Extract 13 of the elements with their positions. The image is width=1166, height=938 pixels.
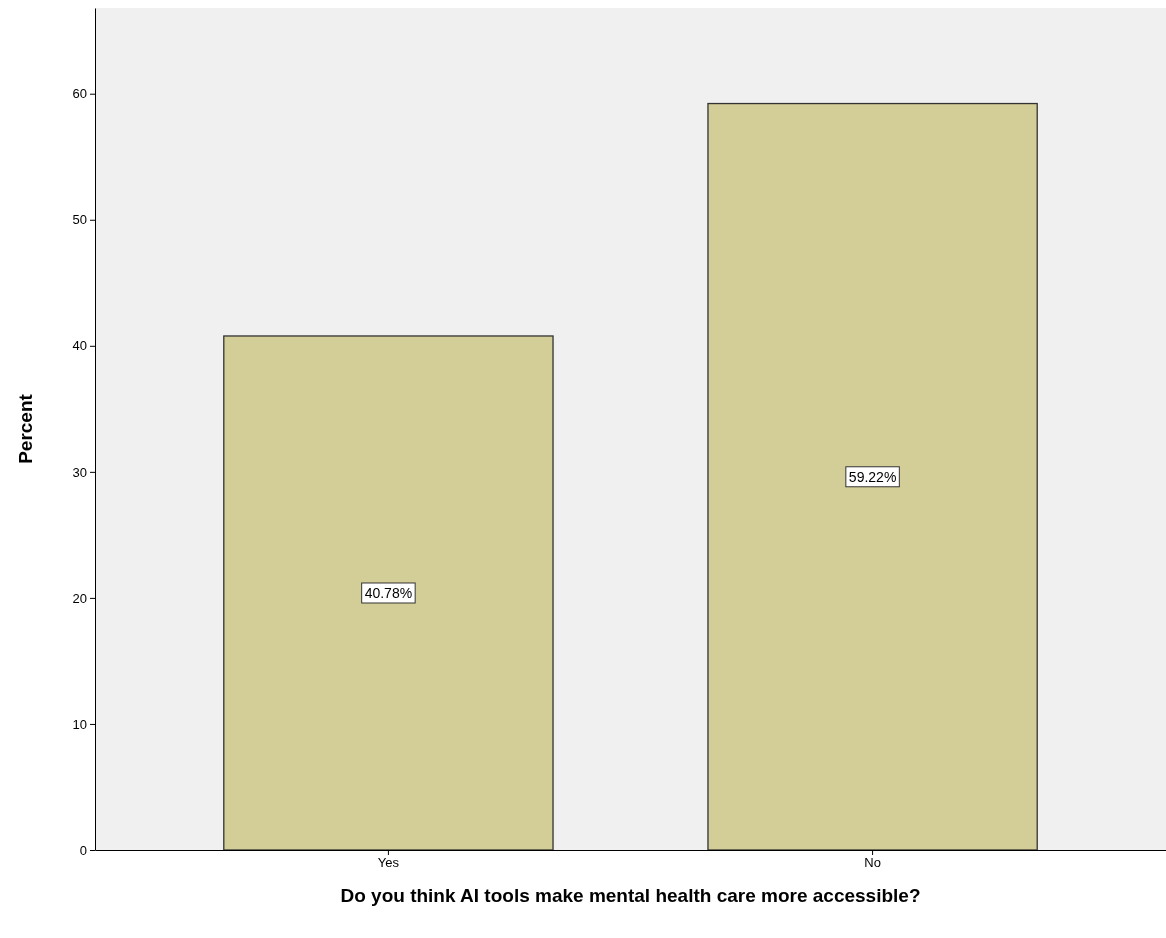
x-tick-label: Yes: [377, 855, 400, 871]
y-tick-label: 60: [72, 86, 87, 102]
x-tick-label: No: [864, 855, 881, 871]
y-tick-label: 0: [79, 842, 87, 858]
y-tick-label: 40: [72, 338, 87, 354]
y-tick-label: 30: [72, 464, 87, 480]
x-axis-title: Do you think AI tools make mental health care more accessible?: [340, 885, 921, 906]
data-label: 40.78%: [364, 584, 413, 601]
y-axis-title: Percent: [15, 393, 36, 464]
y-tick-label: 10: [72, 716, 87, 732]
y-tick-label: 50: [72, 212, 87, 228]
y-tick-label: 20: [72, 590, 87, 606]
data-label: 59.22%: [848, 468, 897, 485]
